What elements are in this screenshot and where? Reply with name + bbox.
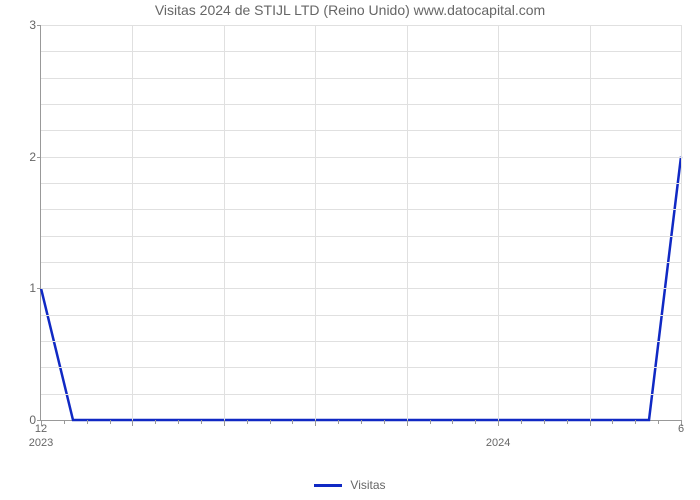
x-tick-mark <box>407 420 408 426</box>
y-tick-mark <box>37 157 41 158</box>
grid-line-h-minor <box>41 183 681 184</box>
y-tick-mark <box>37 25 41 26</box>
x-tick-mark <box>132 420 133 426</box>
x-tick-mark-minor <box>361 420 362 424</box>
x-tick-label: 6 <box>678 423 684 435</box>
legend-item: Visitas <box>314 478 385 492</box>
grid-line-v <box>590 25 591 420</box>
x-tick-label-year: 2024 <box>486 437 510 449</box>
legend-label: Visitas <box>350 478 385 492</box>
x-tick-mark-minor <box>452 420 453 424</box>
x-tick-mark-minor <box>384 420 385 424</box>
x-tick-mark <box>498 420 499 426</box>
x-tick-label: 12 <box>35 423 47 435</box>
grid-line-h-minor <box>41 78 681 79</box>
y-tick-label: 2 <box>21 150 36 164</box>
x-tick-mark-minor <box>635 420 636 424</box>
x-tick-mark-minor <box>292 420 293 424</box>
grid-line-h-minor <box>41 367 681 368</box>
grid-line-h-minor <box>41 315 681 316</box>
plot-area: 012312202320246 <box>40 25 681 421</box>
grid-line-h-minor <box>41 341 681 342</box>
x-tick-mark-minor <box>430 420 431 424</box>
x-tick-mark-minor <box>110 420 111 424</box>
x-tick-mark-minor <box>338 420 339 424</box>
grid-line-v <box>224 25 225 420</box>
x-tick-mark-minor <box>567 420 568 424</box>
grid-line-v <box>681 25 682 420</box>
chart-container: Visitas 2024 de STIJL LTD (Reino Unido) … <box>0 0 700 500</box>
grid-line-h-minor <box>41 104 681 105</box>
grid-line-v <box>315 25 316 420</box>
grid-line-v <box>498 25 499 420</box>
grid-line-h-minor <box>41 394 681 395</box>
x-tick-mark-minor <box>475 420 476 424</box>
x-tick-mark-minor <box>270 420 271 424</box>
x-tick-label-year: 2023 <box>29 437 53 449</box>
chart-title: Visitas 2024 de STIJL LTD (Reino Unido) … <box>0 2 700 18</box>
x-tick-mark-minor <box>658 420 659 424</box>
x-tick-mark-minor <box>612 420 613 424</box>
grid-line-h-minor <box>41 130 681 131</box>
chart-line-svg <box>41 25 681 420</box>
x-tick-mark-minor <box>178 420 179 424</box>
x-tick-mark <box>315 420 316 426</box>
y-tick-label: 3 <box>21 18 36 32</box>
x-tick-mark-minor <box>521 420 522 424</box>
legend-swatch <box>314 484 342 487</box>
grid-line-v <box>407 25 408 420</box>
legend: Visitas <box>0 474 700 493</box>
grid-line-h <box>41 288 681 289</box>
grid-line-h <box>41 157 681 158</box>
grid-line-h-minor <box>41 51 681 52</box>
grid-line-h <box>41 25 681 26</box>
x-tick-mark-minor <box>544 420 545 424</box>
grid-line-v <box>132 25 133 420</box>
y-tick-label: 0 <box>21 413 36 427</box>
y-tick-mark <box>37 288 41 289</box>
x-tick-mark-minor <box>155 420 156 424</box>
grid-line-h-minor <box>41 262 681 263</box>
y-tick-label: 1 <box>21 281 36 295</box>
x-tick-mark <box>224 420 225 426</box>
grid-line-h-minor <box>41 209 681 210</box>
x-tick-mark-minor <box>201 420 202 424</box>
x-tick-mark <box>590 420 591 426</box>
x-tick-mark-minor <box>64 420 65 424</box>
x-tick-mark-minor <box>87 420 88 424</box>
grid-line-h-minor <box>41 236 681 237</box>
x-tick-mark-minor <box>247 420 248 424</box>
